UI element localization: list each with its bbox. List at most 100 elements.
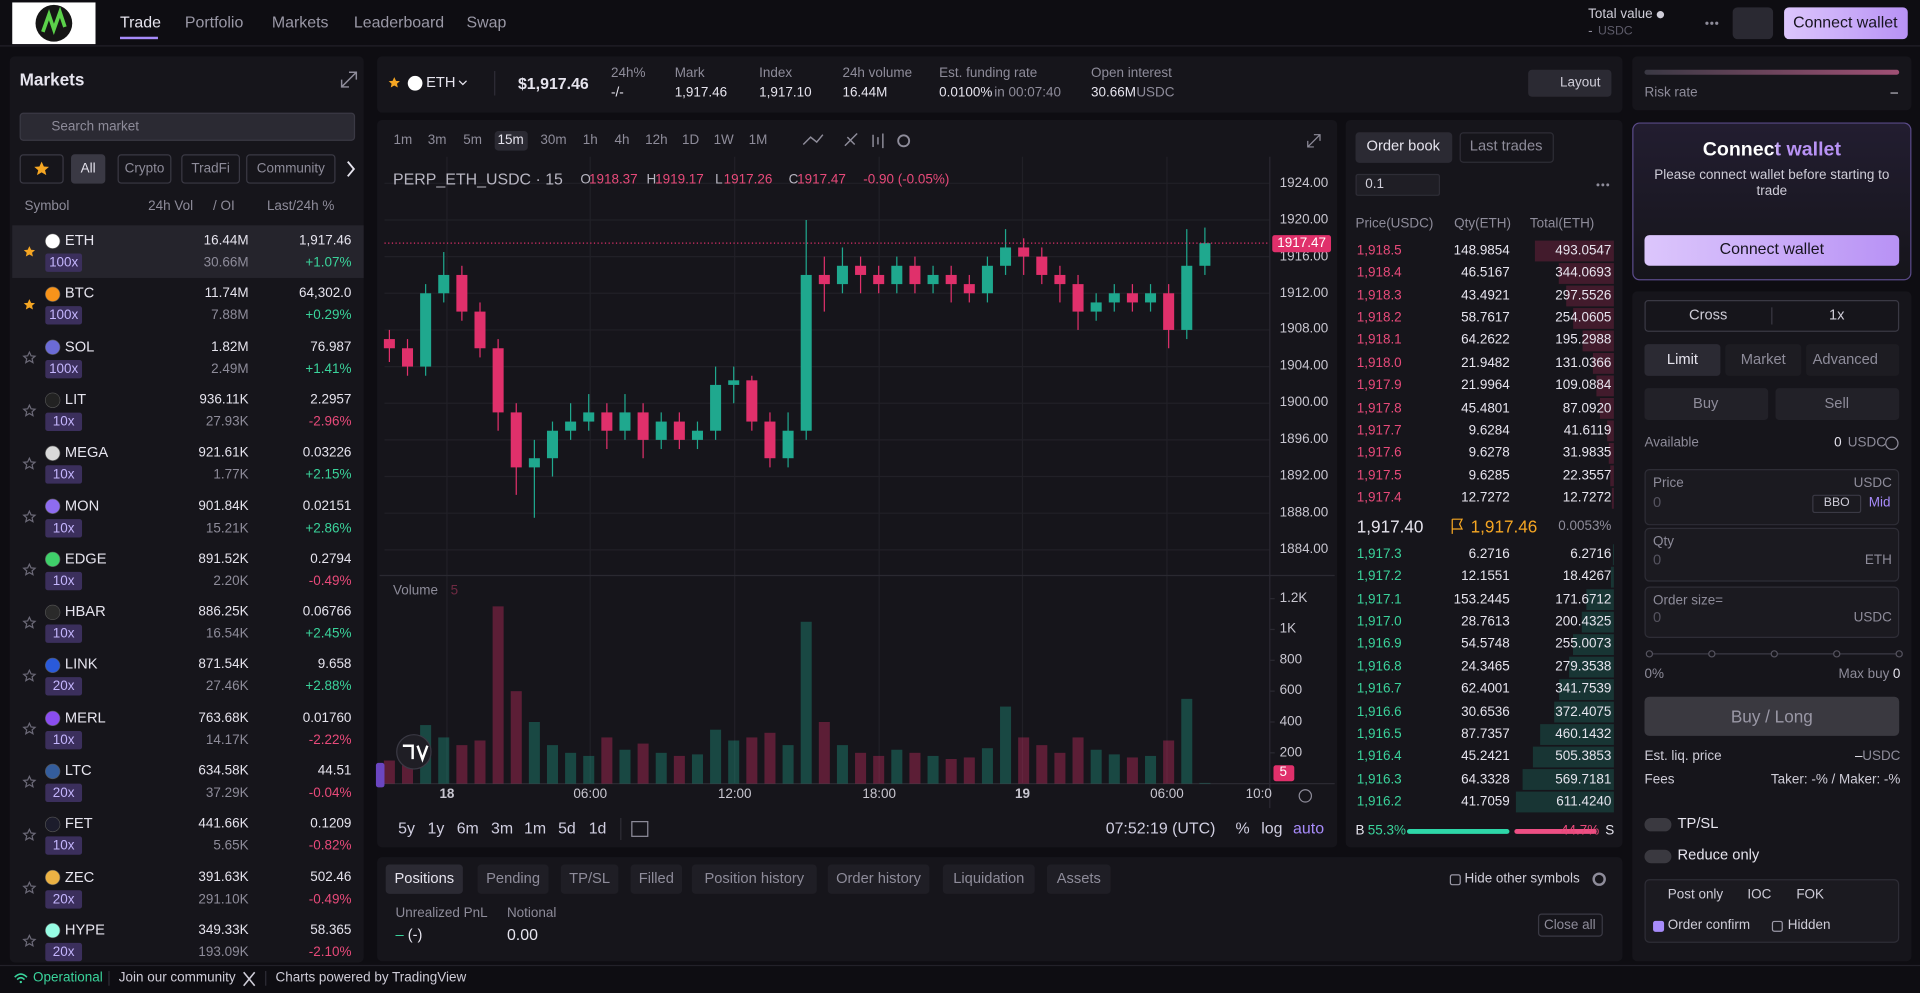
range-button[interactable]: 1d [588,818,607,837]
market-symbol[interactable]: MON [64,496,100,514]
interval[interactable]: 15m [497,133,524,148]
filter-tab[interactable] [246,154,336,184]
positions-tab[interactable] [630,864,683,894]
ticker-symbol[interactable]: ETH [426,73,456,91]
range-button[interactable]: 1m [524,818,547,837]
submit-text[interactable]: Buy / Long [1730,706,1813,727]
market-symbol[interactable]: LTC [64,761,92,779]
range-button[interactable]: 5y [398,818,415,837]
positions-tab-label[interactable]: Liquidation [953,869,1025,887]
option-label[interactable]: FOK [1796,887,1825,903]
scale-option[interactable]: auto [1293,818,1325,837]
nav-item[interactable]: Trade [120,12,162,32]
interval[interactable]: 12h [645,133,668,148]
positions-tab[interactable] [1046,864,1111,894]
connect-button-text[interactable]: Connect wallet [1719,239,1825,258]
market-symbol[interactable]: HYPE [64,920,105,938]
nav-item[interactable]: Leaderboard [353,12,445,32]
market-symbol[interactable]: LINK [64,655,98,673]
nav-item[interactable]: Portfolio [184,12,244,32]
connect-wallet-button[interactable] [1784,7,1908,40]
bbo-button[interactable] [1812,494,1862,514]
nav-item[interactable]: Markets [271,12,329,32]
interval[interactable]: 1W [713,133,734,148]
option-label[interactable]: IOC [1747,887,1772,903]
filter-tab[interactable] [181,154,240,184]
filter-tab[interactable] [71,154,106,184]
order-type[interactable]: Advanced [1812,350,1878,368]
order-type-active[interactable] [1644,344,1721,376]
side-button[interactable] [1775,388,1900,420]
checkbox-checked[interactable] [1653,920,1665,932]
orderbook-tab-label[interactable]: Last trades [1469,137,1543,155]
checkbox[interactable] [1771,920,1783,932]
positions-tab[interactable] [477,864,549,894]
market-symbol[interactable]: LIT [64,390,87,408]
margin-mode[interactable]: Cross [1688,306,1728,324]
market-symbol[interactable]: EDGE [64,549,107,567]
positions-tab[interactable] [691,864,817,894]
filter-label[interactable]: Crypto [124,161,165,176]
orderbook-tab-label[interactable]: Order book [1366,137,1441,155]
close-all-text[interactable]: Close all [1543,917,1596,933]
order-type-tab[interactable] [1725,344,1802,376]
order-type[interactable]: Limit [1666,350,1698,368]
market-symbol[interactable]: ZEC [64,867,95,885]
layout-button[interactable] [1528,69,1612,97]
interval[interactable]: 1D [682,133,700,148]
bbo-text[interactable]: BBO [1823,496,1850,510]
positions-tab-label[interactable]: Positions [394,869,455,887]
range-button[interactable]: 3m [490,818,514,837]
order-type[interactable]: Market [1740,350,1786,368]
close-all-button[interactable] [1537,913,1603,937]
scale-option[interactable]: log [1261,818,1283,837]
range-button[interactable]: 1y [427,818,445,837]
step-select[interactable] [1355,173,1440,196]
connect-button[interactable] [1644,235,1900,266]
input-field[interactable] [1644,527,1900,582]
margin-selector[interactable] [1644,300,1900,332]
interval[interactable]: 3m [427,133,447,148]
positions-tab[interactable] [560,864,619,894]
filter-tab[interactable] [117,154,172,184]
market-symbol[interactable]: MERL [64,708,106,726]
filter-label[interactable]: TradFi [191,161,230,176]
interval[interactable]: 1M [748,133,768,148]
search-box[interactable] [19,112,356,141]
filter-label[interactable]: Community [256,161,325,176]
layout-text[interactable]: Layout [1560,75,1601,91]
range-button[interactable]: 5d [558,818,576,837]
interval[interactable]: 30m [540,133,567,148]
input-field[interactable] [1644,468,1900,526]
market-symbol[interactable]: MEGA [64,443,109,461]
account-icon[interactable] [1732,7,1774,40]
interval[interactable]: 1m [393,133,413,148]
positions-tab[interactable] [385,864,463,894]
orderbook-tab[interactable] [1459,132,1554,163]
order-type-tab[interactable] [1806,344,1900,376]
market-symbol[interactable]: ETH [64,231,95,249]
market-symbol[interactable]: BTC [64,284,95,302]
positions-tab[interactable] [942,864,1035,894]
community-link[interactable]: Join our community [118,970,236,986]
nav-item[interactable]: Swap [466,12,507,32]
positions-tab-label[interactable]: Order history [836,869,922,887]
interval[interactable]: 5m [463,133,483,148]
filter-label[interactable]: All [80,161,96,176]
submit-button[interactable] [1644,696,1900,736]
option-label[interactable]: Post only [1667,887,1724,903]
leverage[interactable]: 1x [1828,306,1845,324]
toggle[interactable] [1644,849,1672,864]
interval[interactable]: 4h [614,133,630,148]
favorites-filter[interactable] [19,154,64,184]
toggle[interactable] [1644,817,1672,832]
positions-tab-label[interactable]: Assets [1056,869,1101,887]
orderbook-tab-active[interactable] [1355,132,1453,163]
interval[interactable]: 1h [582,133,598,148]
scale-option[interactable]: % [1235,818,1250,837]
input-field[interactable] [1644,586,1900,638]
market-symbol[interactable]: SOL [64,337,95,355]
side-button[interactable] [1644,388,1769,420]
positions-tab-label[interactable]: Position history [704,869,805,887]
positions-tab-label[interactable]: Pending [486,869,541,887]
